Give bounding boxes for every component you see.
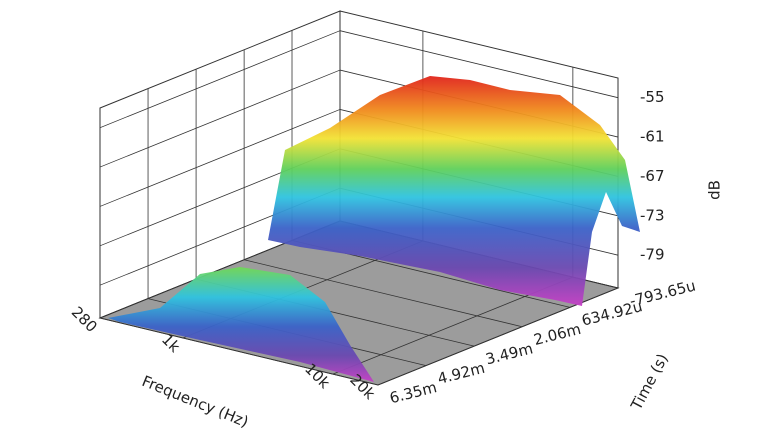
grid-line — [339, 30, 619, 99]
z-axis-title: dB — [706, 180, 724, 200]
grid-line — [99, 69, 341, 168]
y-tick-label: 2.06m — [532, 320, 583, 349]
z-tick-label: -67 — [640, 167, 665, 185]
z-tick-label: -55 — [640, 88, 665, 106]
grid-line — [99, 109, 341, 207]
grid-line — [244, 259, 523, 328]
y-axis-title: Time (s) — [627, 351, 672, 414]
y-tick-label: 4.92m — [436, 359, 487, 388]
y-tick-label: 3.49m — [484, 339, 535, 368]
surface-bump — [108, 267, 374, 382]
z-tick-label: -73 — [640, 206, 665, 224]
z-tick-label: -79 — [640, 246, 665, 264]
y-tick-label: 634.92u — [580, 297, 645, 329]
x-axis-title: Frequency (Hz) — [139, 372, 251, 431]
z-tick-label: -61 — [640, 128, 665, 146]
surface-ridge — [268, 76, 640, 306]
x-tick-label: 280 — [68, 303, 101, 336]
y-tick-label: 6.35m — [388, 378, 439, 407]
grid-line — [99, 317, 379, 386]
grid-line — [99, 30, 341, 129]
